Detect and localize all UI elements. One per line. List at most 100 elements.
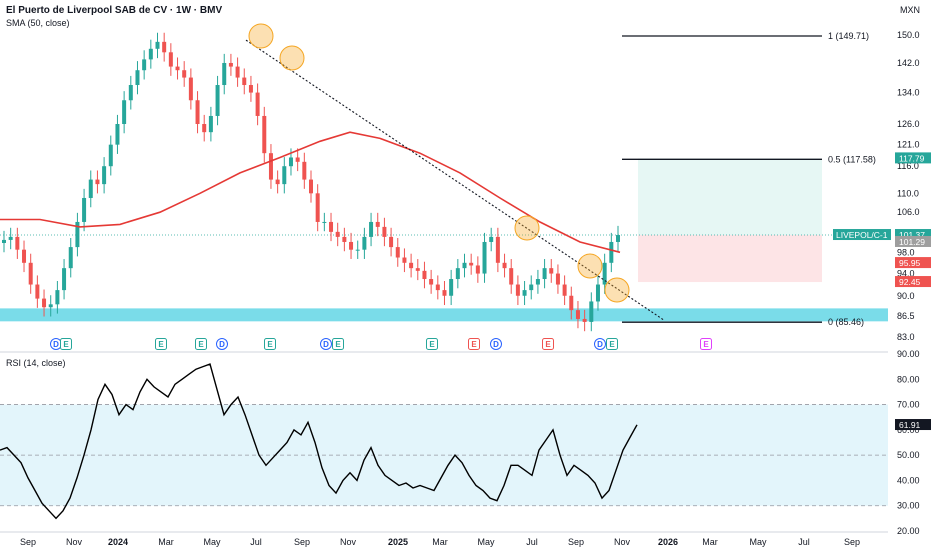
candle[interactable] <box>222 62 227 86</box>
candle[interactable] <box>168 52 173 67</box>
candle[interactable] <box>155 41 160 49</box>
candle[interactable] <box>75 221 80 248</box>
candle[interactable] <box>442 290 447 296</box>
earnings-marker[interactable] <box>426 338 438 350</box>
price-tag[interactable] <box>895 229 931 241</box>
candle[interactable] <box>502 262 507 269</box>
candle[interactable] <box>135 70 140 86</box>
candle[interactable] <box>148 48 153 60</box>
price-tag[interactable] <box>895 257 931 269</box>
trendline-dotted[interactable] <box>245 39 665 321</box>
highlight-ellipse[interactable] <box>577 253 603 279</box>
rsi-line[interactable] <box>0 363 638 520</box>
candle[interactable] <box>562 284 567 296</box>
price-pane[interactable]: 1 (149.71) 0.5 (117.58) 0 (85.46) 150.0 142.… <box>0 23 931 350</box>
candle[interactable] <box>582 318 587 322</box>
candle[interactable] <box>515 284 520 296</box>
candle[interactable] <box>228 62 233 67</box>
candle[interactable] <box>522 290 527 296</box>
candle[interactable] <box>449 279 454 296</box>
candle[interactable] <box>15 236 20 250</box>
candle[interactable] <box>616 235 620 242</box>
position-profit-zone[interactable] <box>638 158 822 236</box>
candle[interactable] <box>282 166 287 185</box>
highlight-ellipse[interactable] <box>514 215 540 241</box>
candle[interactable] <box>248 85 253 93</box>
earnings-marker[interactable] <box>155 338 167 350</box>
candle[interactable] <box>422 270 427 280</box>
candle[interactable] <box>362 236 367 250</box>
candle[interactable] <box>28 262 33 285</box>
candle[interactable] <box>369 221 374 237</box>
candle[interactable] <box>462 262 467 269</box>
candle[interactable] <box>55 290 60 305</box>
candle[interactable] <box>62 268 67 291</box>
earnings-marker[interactable] <box>264 338 276 350</box>
candle[interactable] <box>535 279 540 285</box>
candle[interactable] <box>122 100 127 124</box>
candle[interactable] <box>8 236 13 240</box>
candle[interactable] <box>455 268 460 280</box>
candle[interactable] <box>529 284 534 291</box>
candle[interactable] <box>602 262 607 285</box>
dividend-marker[interactable] <box>594 338 606 350</box>
candle[interactable] <box>415 268 420 271</box>
candle[interactable] <box>295 157 300 162</box>
candle[interactable] <box>335 231 340 237</box>
candle[interactable] <box>188 77 193 101</box>
dividend-marker[interactable] <box>490 338 502 350</box>
candle[interactable] <box>128 85 133 101</box>
candle[interactable] <box>255 92 260 116</box>
support-zone[interactable] <box>0 308 888 322</box>
earnings-marker[interactable] <box>468 338 480 350</box>
price-tag[interactable] <box>895 152 931 164</box>
candle[interactable] <box>102 166 107 185</box>
candle[interactable] <box>509 268 514 285</box>
candle[interactable] <box>88 179 93 198</box>
candle[interactable] <box>302 161 307 180</box>
candle[interactable] <box>595 284 600 302</box>
candle[interactable] <box>202 123 207 133</box>
dividend-marker[interactable] <box>320 338 332 350</box>
candle[interactable] <box>322 221 327 223</box>
candle[interactable] <box>82 197 87 222</box>
candle[interactable] <box>349 241 354 250</box>
candle[interactable] <box>275 179 280 185</box>
candle[interactable] <box>555 273 560 285</box>
rsi-pane[interactable]: 90.0080.0070.0060.0050.0040.0030.0020.00… <box>0 349 931 536</box>
candle[interactable] <box>242 77 247 86</box>
highlight-ellipse[interactable] <box>604 277 630 303</box>
sma-50-line[interactable] <box>0 131 621 254</box>
candle[interactable] <box>208 115 213 133</box>
earnings-marker[interactable] <box>700 338 712 350</box>
candle[interactable] <box>175 66 180 71</box>
time-axis[interactable]: Sep Nov 2024 Mar May Jul Sep Nov 2025 Mar May Jul Se… <box>0 531 888 547</box>
candle[interactable] <box>575 310 580 319</box>
candle[interactable] <box>395 247 400 258</box>
candle[interactable] <box>329 221 334 232</box>
candle[interactable] <box>389 236 394 248</box>
dividend-marker[interactable] <box>216 338 228 350</box>
earnings-marker[interactable] <box>332 338 344 350</box>
candle[interactable] <box>235 66 240 78</box>
candle[interactable] <box>182 70 187 78</box>
earnings-marker[interactable] <box>195 338 207 350</box>
candle[interactable] <box>262 115 267 154</box>
price-tag[interactable] <box>895 276 931 288</box>
price-tag[interactable] <box>895 235 931 247</box>
candle[interactable] <box>95 179 100 185</box>
candle[interactable] <box>288 157 293 167</box>
candle[interactable] <box>108 144 113 167</box>
candle[interactable] <box>469 262 474 266</box>
candle[interactable] <box>162 41 167 53</box>
position-stop-zone[interactable] <box>638 235 822 283</box>
candle[interactable] <box>2 239 6 243</box>
candle[interactable] <box>495 236 500 263</box>
candle[interactable] <box>268 153 273 180</box>
candle[interactable] <box>435 284 440 291</box>
candle[interactable] <box>542 268 547 280</box>
candle[interactable] <box>402 257 407 263</box>
candle[interactable] <box>68 247 73 269</box>
candle[interactable] <box>355 249 360 251</box>
